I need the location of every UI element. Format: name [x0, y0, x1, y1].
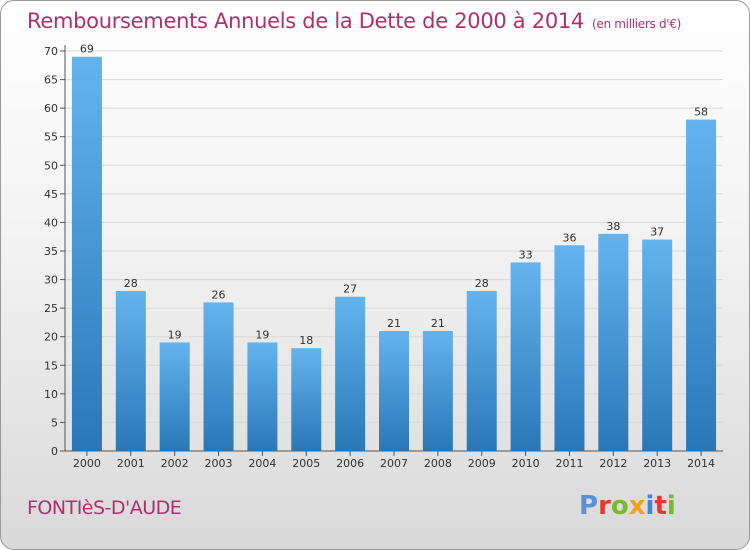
y-tick-label: 35: [44, 245, 58, 258]
logo-letter: i: [666, 491, 676, 521]
data-label: 26: [212, 288, 226, 301]
y-tick-label: 20: [44, 331, 58, 344]
y-tick-label: 65: [44, 74, 58, 87]
bar-2013: [642, 239, 673, 451]
data-label: 19: [168, 328, 182, 341]
data-label: 33: [519, 248, 533, 261]
bar-2009: [466, 291, 497, 451]
data-label: 21: [431, 317, 445, 330]
data-label: 21: [387, 317, 401, 330]
bar-2004: [247, 342, 278, 451]
chart-title: Remboursements Annuels de la Dette de 20…: [27, 9, 681, 33]
data-label: 38: [606, 220, 620, 233]
y-tick-label: 0: [51, 445, 58, 458]
bar-2012: [598, 233, 629, 451]
x-tick-label: 2002: [161, 457, 189, 470]
bar-2001: [115, 291, 146, 451]
data-label: 28: [475, 277, 489, 290]
bar-2008: [422, 331, 453, 451]
bar-2010: [510, 262, 541, 451]
chart-unit: (en milliers d'€): [592, 17, 682, 31]
x-tick-label: 2004: [248, 457, 276, 470]
data-label: 18: [299, 334, 313, 347]
x-tick-label: 2011: [555, 457, 583, 470]
bars: [71, 56, 717, 452]
y-tick-label: 10: [44, 388, 58, 401]
x-tick-label: 2010: [512, 457, 540, 470]
logo-letter: o: [610, 491, 629, 521]
data-label: 19: [255, 328, 269, 341]
x-tick-label: 2003: [205, 457, 233, 470]
x-tick-label: 2006: [336, 457, 364, 470]
x-tick-label: 2001: [117, 457, 145, 470]
proxiti-logo: Proxiti: [579, 491, 676, 521]
bar-2005: [291, 348, 322, 451]
x-tick-label: 2013: [643, 457, 671, 470]
x-tick-label: 2000: [73, 457, 101, 470]
y-tick-label: 30: [44, 274, 58, 287]
logo-letter: x: [628, 491, 646, 521]
logo-letter: r: [598, 491, 611, 521]
y-tick-label: 70: [44, 45, 58, 58]
bar-2002: [159, 342, 190, 451]
bar-2014: [686, 119, 717, 452]
chart-title-text: Remboursements Annuels de la Dette de 20…: [27, 9, 584, 33]
y-tick-label: 15: [44, 359, 58, 372]
bar-2000: [71, 56, 102, 451]
commune-name: FONTIèS-D'AUDE: [27, 497, 182, 519]
y-tick-label: 5: [51, 416, 58, 429]
data-label: 69: [80, 43, 94, 56]
y-tick-label: 45: [44, 188, 58, 201]
x-tick-label: 2008: [424, 457, 452, 470]
bar-2007: [379, 331, 409, 451]
logo-letter: t: [654, 491, 667, 521]
data-label: 37: [650, 226, 664, 239]
data-labels: 69 28 19 26 19 18 27 21 21 28 33 36 38 37 58: [80, 43, 708, 347]
y-tick-label: 40: [44, 216, 58, 229]
x-tick-label: 2005: [292, 457, 320, 470]
bar-2006: [335, 296, 366, 451]
data-label: 58: [694, 106, 708, 119]
data-label: 36: [562, 231, 576, 244]
y-tick-labels: 0 5 10 15 20 25 30 35 40 45 50 55 60 65 70: [44, 45, 58, 458]
x-tick-label: 2009: [468, 457, 496, 470]
y-tick-label: 60: [44, 102, 58, 115]
x-tick-label: 2014: [687, 457, 715, 470]
x-tick-label: 2012: [599, 457, 627, 470]
data-label: 28: [124, 277, 138, 290]
bar-2011: [554, 245, 585, 451]
y-tick-label: 25: [44, 302, 58, 315]
data-label: 27: [343, 283, 357, 296]
logo-letter: P: [579, 491, 599, 521]
bar-2003: [203, 302, 234, 451]
x-tick-label: 2007: [380, 457, 408, 470]
y-tick-label: 55: [44, 131, 58, 144]
x-tick-labels: 2000 2001 2002 2003 2004 2005 2006 2007 2008 2009…: [73, 457, 715, 470]
y-tick-label: 50: [44, 159, 58, 172]
logo-letter: i: [645, 491, 655, 521]
